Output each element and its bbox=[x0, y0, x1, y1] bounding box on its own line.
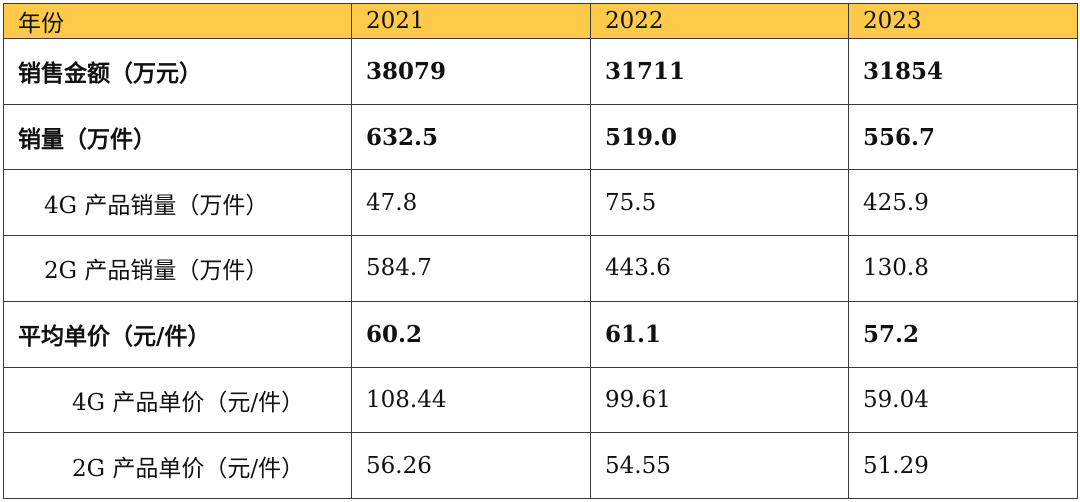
table-row: 4G 产品销量（万件） 47.8 75.5 425.9 bbox=[3, 169, 1078, 237]
header-cell-year: 2021 bbox=[351, 3, 591, 39]
table-cell: 443.6 bbox=[590, 235, 849, 302]
table-row: 2G 产品单价（元/件） 56.26 54.55 51.29 bbox=[3, 432, 1078, 499]
table-cell: 632.5 bbox=[351, 103, 591, 171]
table-cell: 56.26 bbox=[351, 432, 591, 499]
table-cell: 584.7 bbox=[351, 235, 591, 302]
row-label: 2G 产品单价（元/件） bbox=[3, 432, 352, 499]
table-body: 销售金额（万元） 38079 31711 31854 销量（万件） 632.5 … bbox=[3, 38, 1078, 499]
table-row: 平均单价（元/件） 60.2 61.1 57.2 bbox=[3, 300, 1078, 368]
table-cell: 130.8 bbox=[848, 235, 1078, 302]
row-label: 2G 产品销量（万件） bbox=[3, 235, 352, 302]
table-cell: 61.1 bbox=[590, 300, 849, 368]
table-cell: 556.7 bbox=[848, 103, 1078, 171]
row-label: 销量（万件） bbox=[3, 103, 352, 171]
table-cell: 54.55 bbox=[590, 432, 849, 499]
table-cell: 31711 bbox=[590, 38, 849, 105]
row-label: 销售金额（万元） bbox=[3, 38, 352, 105]
table-cell: 75.5 bbox=[590, 169, 849, 237]
header-cell-year: 2022 bbox=[590, 3, 849, 39]
table-cell: 108.44 bbox=[351, 366, 591, 434]
header-cell-year: 2023 bbox=[848, 3, 1078, 39]
table-cell: 425.9 bbox=[848, 169, 1078, 237]
table-row: 销售金额（万元） 38079 31711 31854 bbox=[3, 38, 1078, 105]
table-row: 2G 产品销量（万件） 584.7 443.6 130.8 bbox=[3, 235, 1078, 302]
row-label: 4G 产品销量（万件） bbox=[3, 169, 352, 237]
table-cell: 99.61 bbox=[590, 366, 849, 434]
row-label: 平均单价（元/件） bbox=[3, 300, 352, 368]
table-cell: 31854 bbox=[848, 38, 1078, 105]
table-cell: 57.2 bbox=[848, 300, 1078, 368]
sales-data-table: 年份 2021 2022 2023 销售金额（万元） 38079 31711 3… bbox=[3, 3, 1078, 499]
table-cell: 51.29 bbox=[848, 432, 1078, 499]
header-cell-label: 年份 bbox=[3, 3, 352, 39]
table-row: 4G 产品单价（元/件） 108.44 99.61 59.04 bbox=[3, 366, 1078, 434]
table-cell: 519.0 bbox=[590, 103, 849, 171]
table-row: 销量（万件） 632.5 519.0 556.7 bbox=[3, 103, 1078, 171]
table-cell: 60.2 bbox=[351, 300, 591, 368]
table-cell: 59.04 bbox=[848, 366, 1078, 434]
row-label: 4G 产品单价（元/件） bbox=[3, 366, 352, 434]
header-row: 年份 2021 2022 2023 bbox=[3, 3, 1078, 39]
table-cell: 47.8 bbox=[351, 169, 591, 237]
table-header: 年份 2021 2022 2023 bbox=[3, 3, 1078, 39]
table-cell: 38079 bbox=[351, 38, 591, 105]
